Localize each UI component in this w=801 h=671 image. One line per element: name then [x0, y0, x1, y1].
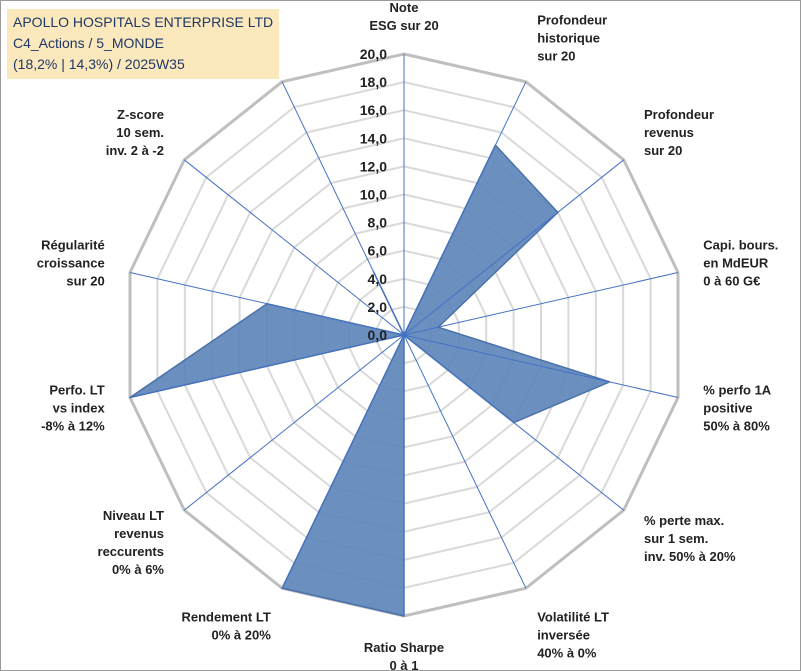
axis-label-12: Régularité croissance sur 20	[37, 238, 105, 289]
axis-label-4: Capi. bours. en MdEUR 0 à 60 G€	[703, 238, 778, 289]
spoke-layer	[129, 54, 679, 616]
axis-label-1-line-1: Note	[390, 1, 419, 15]
axis-label-11-line-3: -8% à 12%	[41, 419, 105, 434]
axis-label-3-line-3: sur 20	[644, 143, 682, 158]
spoke-7	[403, 334, 527, 589]
chart-title-line-3: (18,2% | 14,3%) / 2025W35	[13, 56, 185, 72]
axis-label-10-line-4: 0% à 6%	[112, 562, 164, 577]
axis-label-12-line-1: Régularité	[41, 238, 105, 253]
axis-label-5-line-3: 50% à 80%	[703, 419, 770, 434]
axis-label-13: Z-score 10 sem. inv. 2 à -2	[106, 107, 164, 158]
axis-label-9: Rendement LT 0% à 20%	[181, 610, 271, 643]
axis-label-9-line-1: Rendement LT	[181, 610, 270, 625]
spoke-11	[129, 334, 405, 398]
axis-label-6-line-2: sur 1 sem.	[644, 531, 708, 546]
spoke-10	[183, 334, 405, 511]
tick-label-6: 12,0	[360, 158, 387, 174]
label-layer: Note ESG sur 20 Profondeur historique sur 20…	[37, 1, 779, 670]
axis-label-3-line-1: Profondeur	[644, 107, 714, 122]
axis-label-10: Niveau LT revenus reccurents 0% à 6%	[98, 508, 165, 577]
tick-layer: 0,0 2,0 4,0 6,0 8,0 10,0 12,0 14,0 16,0 18,0 20,0	[360, 46, 387, 343]
axis-label-7-line-3: 40% à 0%	[537, 646, 597, 661]
axis-label-5-line-2: positive	[703, 401, 752, 416]
tick-label-2: 4,0	[368, 271, 388, 287]
axis-label-8-line-1: Ratio Sharpe	[364, 640, 444, 655]
chart-title-box: APOLLO HOSPITALS ENTERPRISE LTD C4_Actio…	[7, 9, 280, 79]
spoke-12	[129, 272, 405, 336]
axis-label-6-line-1: % perte max.	[644, 513, 724, 528]
axis-label-8: Ratio Sharpe 0 à 1	[364, 640, 444, 670]
tick-label-5: 10,0	[360, 187, 387, 203]
axis-label-8-line-2: 0 à 1	[390, 658, 419, 670]
axis-label-5: % perfo 1A positive 50% à 80%	[703, 383, 772, 434]
tick-label-0: 0,0	[368, 327, 388, 343]
axis-label-2-line-1: Profondeur	[537, 12, 607, 27]
axis-label-6-line-3: inv. 50% à 20%	[644, 549, 736, 564]
spoke-3	[403, 159, 625, 336]
axis-label-3-line-2: revenus	[644, 125, 694, 140]
axis-label-2: Profondeur historique sur 20	[537, 12, 607, 63]
tick-label-10: 20,0	[360, 46, 387, 62]
tick-label-3: 6,0	[368, 243, 388, 259]
spoke-9	[281, 334, 405, 589]
axis-label-10-line-3: reccurents	[98, 544, 164, 559]
axis-label-11-line-1: Perfo. LT	[49, 383, 104, 398]
axis-label-1-line-2: ESG sur 20	[369, 18, 438, 33]
axis-label-10-line-2: revenus	[114, 526, 164, 541]
axis-label-9-line-2: 0% à 20%	[212, 628, 272, 643]
axis-label-12-line-3: sur 20	[66, 274, 104, 289]
axis-label-4-line-2: en MdEUR	[703, 256, 769, 271]
spoke-6	[403, 334, 625, 511]
tick-label-9: 18,0	[360, 74, 387, 90]
axis-label-11-line-2: vs index	[53, 401, 106, 416]
axis-label-4-line-1: Capi. bours.	[703, 238, 778, 253]
axis-label-6: % perte max. sur 1 sem. inv. 50% à 20%	[644, 513, 736, 564]
axis-label-1: Note ESG sur 20	[369, 1, 438, 33]
axis-label-2-line-3: sur 20	[537, 48, 575, 63]
tick-label-7: 14,0	[360, 130, 387, 146]
axis-label-13-line-2: 10 sem.	[116, 125, 164, 140]
axis-label-10-line-1: Niveau LT	[103, 508, 164, 523]
spoke-2	[403, 81, 527, 336]
spoke-13	[183, 159, 405, 336]
axis-label-4-line-3: 0 à 60 G€	[703, 274, 760, 289]
axis-label-12-line-2: croissance	[37, 256, 105, 271]
axis-label-3: Profondeur revenus sur 20	[644, 107, 714, 158]
spoke-4	[403, 272, 679, 336]
tick-label-8: 16,0	[360, 102, 387, 118]
axis-label-7-line-1: Volatilité LT	[537, 610, 609, 625]
axis-label-11: Perfo. LT vs index -8% à 12%	[41, 383, 105, 434]
chart-title-line-2: C4_Actions / 5_MONDE	[13, 35, 164, 51]
tick-label-4: 8,0	[368, 215, 388, 231]
spoke-14	[281, 81, 405, 336]
chart-title-line-1: APOLLO HOSPITALS ENTERPRISE LTD	[13, 14, 274, 30]
axis-label-5-line-1: % perfo 1A	[703, 383, 772, 398]
axis-label-7-line-2: inversée	[537, 628, 590, 643]
axis-label-13-line-1: Z-score	[117, 107, 164, 122]
axis-label-13-line-3: inv. 2 à -2	[106, 143, 164, 158]
axis-label-2-line-2: historique	[537, 30, 600, 45]
axis-label-7: Volatilité LT inversée 40% à 0%	[537, 610, 609, 661]
tick-label-1: 2,0	[368, 299, 388, 315]
spoke-5	[403, 334, 679, 398]
